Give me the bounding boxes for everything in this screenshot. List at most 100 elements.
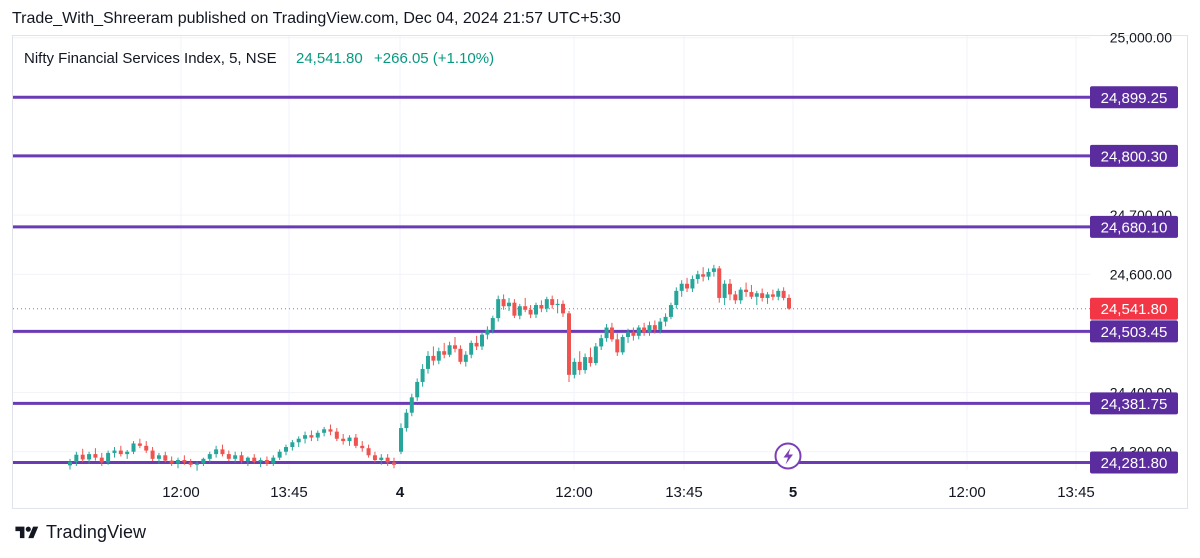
candle-up: [315, 430, 320, 442]
candle-body: [695, 274, 700, 280]
candle-down: [360, 441, 365, 452]
candle-body: [717, 268, 722, 298]
candle-down: [733, 290, 738, 304]
candle-down: [99, 452, 104, 466]
candle-up: [706, 268, 711, 281]
x-tick-label: 12:00: [555, 484, 593, 501]
candle-down: [252, 454, 257, 464]
candle-body: [150, 450, 155, 459]
y-tick-label: 25,000.00: [1110, 30, 1172, 46]
lightning-event-icon[interactable]: [774, 442, 802, 470]
candle-body: [507, 302, 511, 307]
candle-down: [144, 441, 149, 453]
candle-up: [593, 342, 598, 366]
candle-down: [372, 451, 377, 463]
candle-body: [385, 457, 390, 463]
candle-body: [701, 274, 706, 277]
candle-up: [776, 288, 781, 301]
candle-down: [615, 333, 620, 356]
candle-body: [303, 435, 308, 439]
candle-up: [214, 445, 219, 458]
level-price-label: 24,800.30: [1101, 148, 1168, 165]
candle-up: [690, 275, 695, 293]
candle-up: [668, 302, 673, 320]
candle-body: [156, 455, 161, 459]
candle-up: [74, 451, 79, 466]
candle-up: [738, 287, 743, 304]
candle-up: [303, 431, 308, 444]
candle-up: [112, 447, 117, 458]
candle-down: [431, 346, 436, 366]
grid-layer: [13, 36, 1090, 470]
level-price-label: 24,503.45: [1101, 324, 1168, 341]
candle-body: [284, 447, 288, 452]
candle-down: [749, 284, 754, 300]
x-axis: 12:00 13:45 4 12:00 13:45 5 12:00 13:45: [162, 484, 1095, 501]
candle-down: [770, 289, 775, 301]
candle-body: [442, 351, 447, 355]
candle-body: [583, 357, 588, 371]
candle-up: [620, 334, 625, 355]
candle-body: [458, 348, 463, 362]
candle-up: [583, 353, 588, 374]
candle-up: [277, 449, 282, 461]
candle-up: [420, 364, 425, 387]
candle-up: [176, 457, 180, 469]
candle-body: [517, 306, 522, 316]
candle-up: [404, 409, 409, 432]
level-price-tag: [1090, 215, 1178, 238]
candle-down: [334, 428, 339, 442]
candle-down: [642, 322, 647, 336]
candle-body: [474, 342, 479, 347]
candle-up: [480, 332, 484, 351]
candle-body: [447, 345, 452, 355]
candle-down: [118, 445, 123, 457]
candle-body: [674, 290, 679, 306]
candle-up: [626, 328, 631, 343]
candle-body: [169, 460, 174, 464]
candle-down: [163, 451, 168, 463]
y-tick-label: 24,600.00: [1110, 266, 1172, 282]
candle-body: [366, 448, 371, 456]
candle-body: [68, 461, 72, 466]
candle-body: [264, 460, 269, 464]
footer: TradingView: [14, 522, 146, 543]
candle-body: [599, 338, 604, 347]
candle-body: [239, 455, 244, 462]
candle-body: [658, 321, 663, 330]
candle-down: [458, 345, 463, 365]
candle-body: [490, 318, 495, 330]
candle-body: [436, 351, 441, 361]
level-price-label: 24,381.75: [1101, 396, 1168, 413]
candle-up: [695, 270, 700, 284]
level-price-tag: [1090, 451, 1178, 474]
candle-up: [722, 280, 727, 306]
candle-body: [233, 455, 238, 459]
candle-body: [685, 283, 690, 289]
candle-up: [636, 325, 641, 340]
candle-down: [539, 300, 544, 313]
candle-body: [668, 305, 673, 317]
candle-up: [201, 457, 206, 466]
candle-body: [188, 462, 193, 465]
candle-down: [442, 342, 447, 359]
candle-down: [366, 444, 371, 458]
candle-body: [207, 454, 212, 459]
candle-body: [74, 454, 79, 462]
candle-body: [754, 293, 759, 297]
candle-body: [496, 299, 501, 319]
candle-body: [176, 460, 180, 464]
candle-body: [770, 294, 775, 297]
candle-body: [528, 309, 533, 315]
candle-body: [523, 306, 528, 310]
candle-up: [534, 302, 538, 319]
candle-body: [87, 454, 92, 460]
candle-up: [663, 313, 668, 327]
candle-body: [309, 435, 314, 438]
candle-body: [245, 457, 250, 462]
candle-down: [760, 288, 765, 302]
candle-body: [290, 442, 295, 448]
candle-body: [544, 299, 549, 309]
candle-body: [80, 454, 85, 460]
